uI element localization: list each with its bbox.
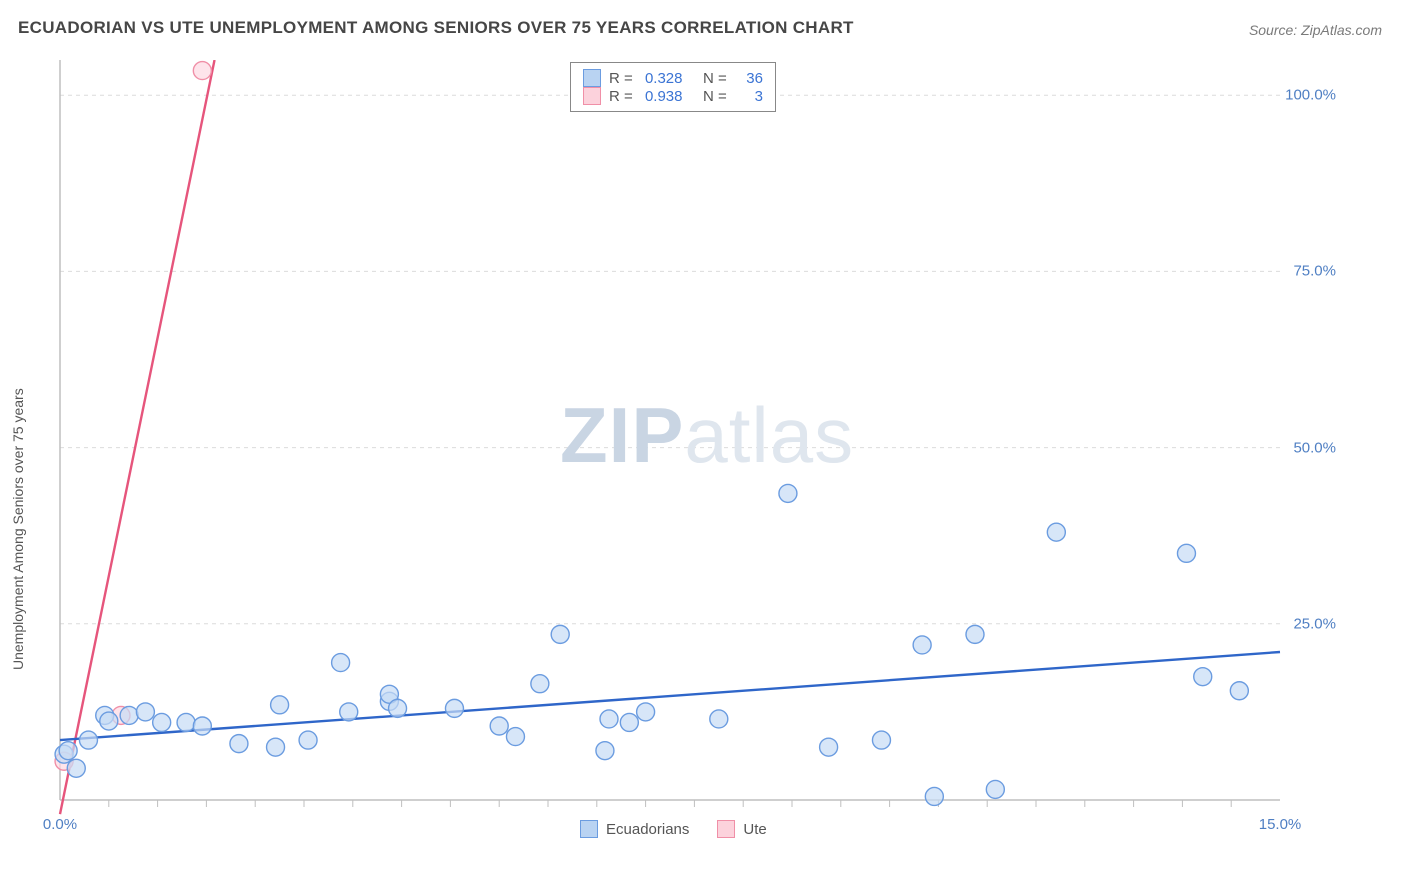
legend-item: Ute xyxy=(717,820,766,838)
stat-n-value: 36 xyxy=(739,70,763,87)
y-axis-label: Unemployment Among Seniors over 75 years xyxy=(10,388,26,670)
y-tick-label: 50.0% xyxy=(1293,439,1336,456)
legend-swatch xyxy=(583,87,601,105)
source-attribution: Source: ZipAtlas.com xyxy=(1249,22,1382,38)
stat-n-value: 3 xyxy=(739,88,763,105)
chart-plot-area: ZIPatlas R = 0.328 N = 36R = 0.938 N = 3… xyxy=(50,60,1350,840)
legend-label: Ute xyxy=(743,821,766,838)
legend-swatch xyxy=(580,820,598,838)
chart-title: ECUADORIAN VS UTE UNEMPLOYMENT AMONG SEN… xyxy=(18,18,854,38)
stats-row: R = 0.938 N = 3 xyxy=(583,87,763,105)
stats-row: R = 0.328 N = 36 xyxy=(583,69,763,87)
stat-n-label: N = xyxy=(690,88,730,105)
x-tick-label: 0.0% xyxy=(43,816,77,833)
legend-label: Ecuadorians xyxy=(606,821,689,838)
y-tick-label: 75.0% xyxy=(1293,263,1336,280)
x-tick-label: 15.0% xyxy=(1259,816,1302,833)
stat-r-label: R = xyxy=(609,70,637,87)
stats-legend-top: R = 0.328 N = 36R = 0.938 N = 3 xyxy=(570,62,776,112)
legend-swatch xyxy=(717,820,735,838)
legend-swatch xyxy=(583,69,601,87)
legend-item: Ecuadorians xyxy=(580,820,689,838)
y-tick-label: 25.0% xyxy=(1293,615,1336,632)
stat-r-label: R = xyxy=(609,88,637,105)
stat-n-label: N = xyxy=(690,70,730,87)
stat-r-value: 0.938 xyxy=(645,88,683,105)
chart-svg xyxy=(50,60,1350,840)
y-tick-label: 100.0% xyxy=(1285,87,1336,104)
stat-r-value: 0.328 xyxy=(645,70,683,87)
legend-bottom: Ecuadorians Ute xyxy=(580,820,767,838)
